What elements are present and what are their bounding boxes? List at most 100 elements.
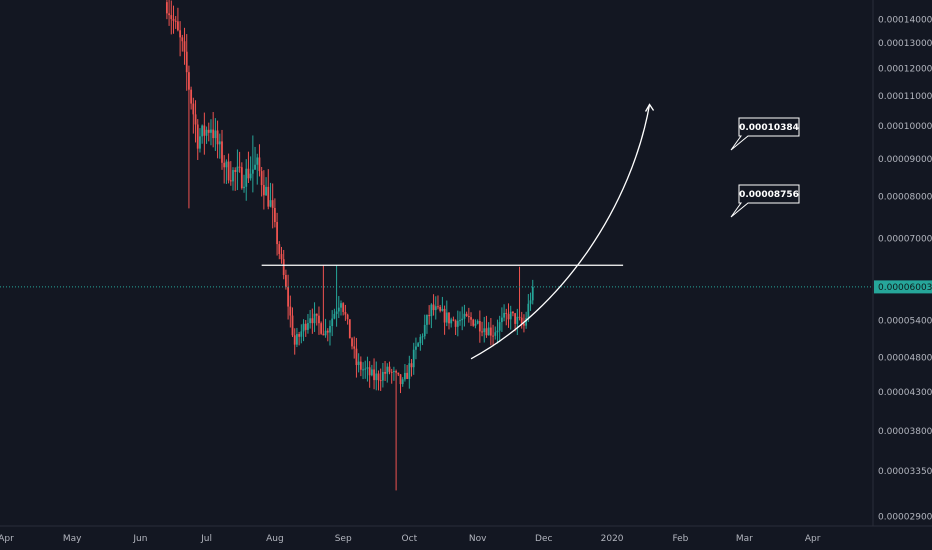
candle-body — [214, 130, 217, 139]
candle-body — [487, 327, 490, 336]
candle-body — [406, 372, 409, 379]
candle-body — [527, 303, 530, 319]
candle-body — [505, 312, 508, 315]
candle-body — [172, 19, 175, 21]
candle-body — [168, 13, 170, 16]
callout-target-2-label: 0.00010384 — [739, 123, 799, 133]
candle-body — [340, 303, 342, 308]
candle-body — [494, 332, 497, 336]
candle-body — [516, 316, 519, 324]
candle-body — [392, 371, 395, 373]
candle-body — [205, 129, 208, 136]
price-tick-label: 0.00004800 — [878, 353, 932, 363]
candle-body — [478, 320, 481, 332]
time-axis[interactable]: Apr May Jun Jul Aug Sep Oct Nov Dec 2020 Feb Mar Apr — [0, 534, 821, 544]
candle-body — [373, 369, 375, 381]
candle-body — [212, 129, 215, 139]
candle-body — [196, 124, 199, 149]
candle-body — [390, 371, 393, 373]
callout-target-1[interactable]: 0.00008756 — [730, 184, 800, 218]
candle-body — [232, 170, 234, 182]
candle-body — [472, 319, 475, 326]
candle-body — [181, 37, 184, 42]
candle-body — [342, 303, 345, 312]
candle-body — [298, 334, 301, 337]
support-curve[interactable] — [470, 104, 651, 360]
candle-body — [404, 372, 406, 380]
candle-body — [454, 320, 457, 327]
candle-body — [470, 317, 472, 320]
candle-body — [421, 336, 424, 338]
candle-body — [260, 171, 263, 186]
price-tick-label: 0.00003800 — [878, 427, 932, 437]
candle-body — [243, 186, 245, 189]
candle-body — [514, 313, 517, 324]
price-axis[interactable]: 0.00014000 0.00013000 0.00012000 0.00011000… — [878, 16, 932, 523]
candle-body — [481, 331, 483, 333]
candle-body — [337, 307, 340, 312]
candle-body — [174, 20, 177, 22]
candle-body — [353, 346, 356, 349]
candle-body — [529, 300, 532, 304]
time-tick-label: Jul — [200, 534, 212, 544]
candle-body — [280, 254, 283, 260]
candle-body — [309, 318, 312, 324]
candle-body — [320, 323, 323, 334]
candle-body — [313, 313, 316, 324]
candle-body — [203, 125, 206, 136]
price-tick-label: 0.00005400 — [878, 316, 932, 326]
candle-body — [179, 30, 182, 38]
callout-target-1-box — [730, 184, 800, 218]
candle-body — [201, 125, 204, 137]
time-tick-label: Nov — [469, 534, 487, 544]
candle-body — [474, 323, 477, 326]
callout-target-2[interactable]: 0.00010384 — [730, 117, 800, 151]
candle-body — [216, 130, 219, 145]
candle-body — [366, 367, 369, 369]
candle-body — [185, 51, 188, 73]
candle-body — [483, 328, 486, 333]
candle-body — [318, 315, 320, 324]
candle-body — [370, 369, 373, 376]
candle-body — [381, 371, 384, 381]
price-tick-label: 0.00014000 — [878, 16, 932, 26]
candle-body — [225, 161, 228, 168]
candle-body — [256, 157, 259, 165]
price-tick-label: 0.00013000 — [878, 39, 932, 49]
candle-body — [386, 366, 389, 374]
candle-body — [408, 363, 411, 379]
candle-body — [326, 330, 329, 333]
candle-body — [364, 368, 367, 370]
candle-body — [500, 317, 503, 323]
candle-body — [375, 373, 378, 381]
candle-body — [419, 337, 422, 344]
candle-body — [388, 366, 391, 372]
time-tick-label: Apr — [0, 534, 14, 544]
candle-body — [450, 319, 453, 324]
time-tick-label: Feb — [672, 534, 688, 544]
candle-body — [278, 244, 281, 255]
candle-body — [227, 161, 230, 181]
candle-body — [492, 335, 494, 337]
candle-body — [423, 324, 426, 337]
candle-body — [512, 311, 514, 314]
candle-body — [333, 313, 336, 319]
price-tick-label: 0.00007000 — [878, 234, 932, 244]
candle-body — [351, 338, 353, 347]
price-tick-label: 0.00002900 — [878, 513, 932, 523]
candle-body — [428, 315, 431, 317]
candle-body — [329, 326, 331, 333]
candle-body — [285, 274, 287, 288]
candle-body — [461, 318, 464, 321]
time-tick-label: Aug — [266, 534, 284, 544]
candle-body — [331, 318, 334, 327]
candle-body — [434, 306, 437, 311]
candle-body — [165, 2, 168, 14]
candle-body — [247, 168, 250, 179]
candle-body — [335, 311, 338, 314]
candle-body — [170, 15, 173, 20]
candle-body — [269, 200, 272, 207]
candle-body — [523, 323, 525, 326]
